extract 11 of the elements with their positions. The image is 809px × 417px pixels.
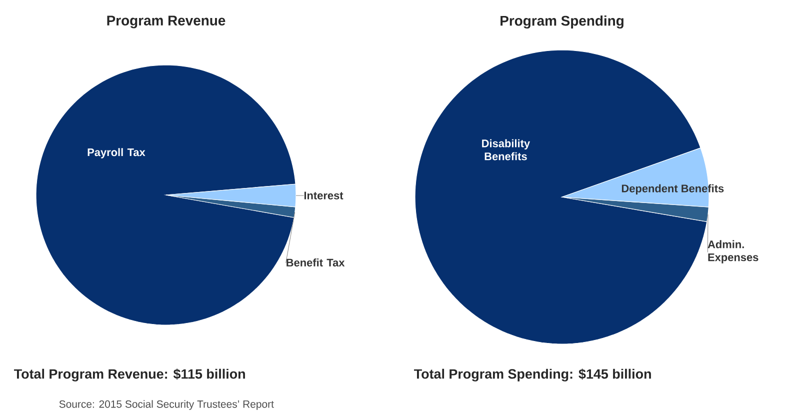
slice-label: Dependent Benefits	[622, 184, 724, 195]
slice-label: Admin. Expenses	[708, 240, 758, 264]
chart-title: Program Revenue	[107, 16, 226, 28]
slice-label: Disability Benefits	[482, 139, 530, 160]
text: Total Program Spending: $145 billion	[414, 368, 651, 382]
slice-label: Payroll Tax	[88, 148, 146, 158]
chart-title: Program Spending	[500, 15, 624, 29]
source-note: Source: 2015 Social Security Trustees’ Report	[59, 400, 274, 410]
slice-label: Benefit Tax	[286, 258, 345, 266]
slice-label: Interest	[304, 192, 344, 200]
text: Total Program Revenue: $115 billion	[14, 368, 245, 382]
